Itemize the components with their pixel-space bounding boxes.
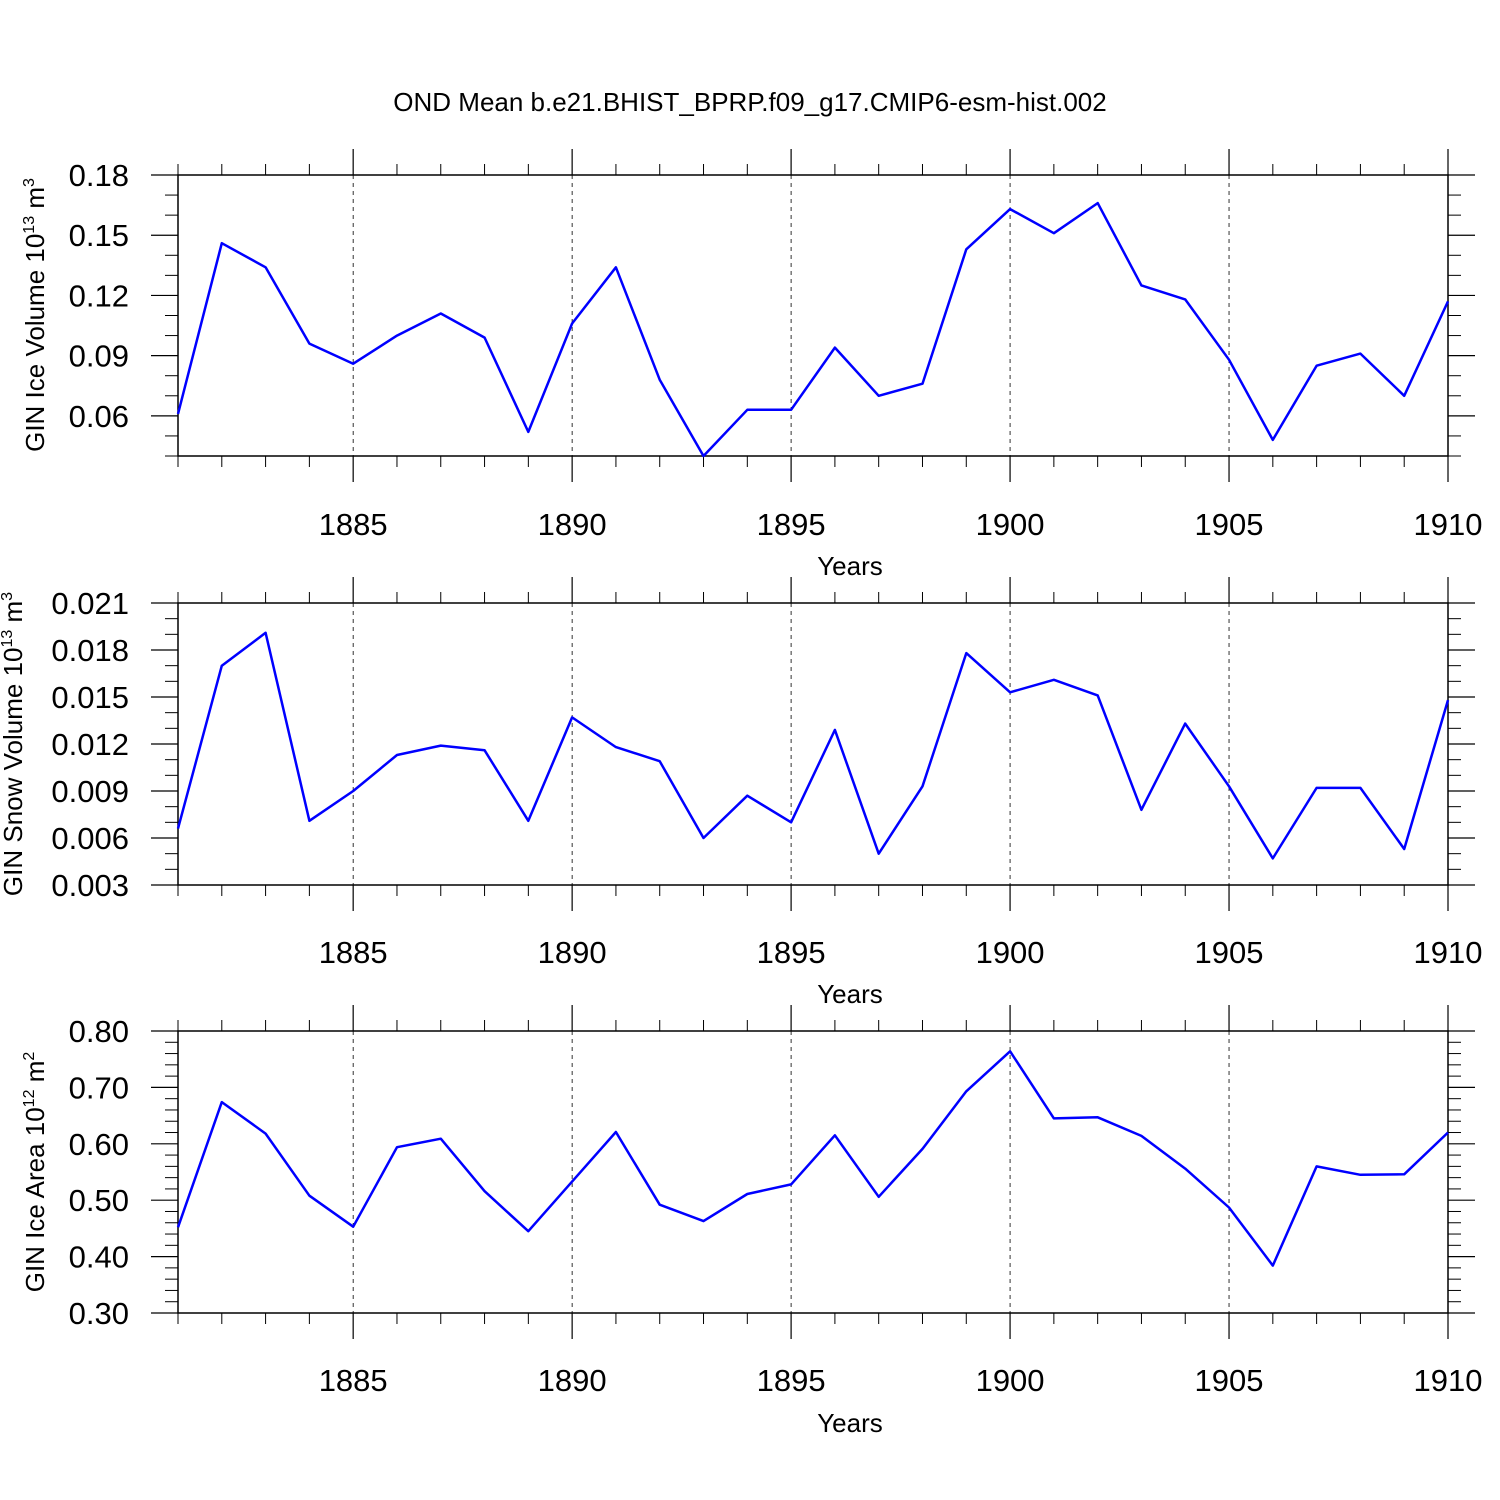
x-tick-label: 1890: [538, 1363, 607, 1398]
y-axis-title: GIN Ice Volume 1013 m3: [20, 178, 50, 452]
x-tick-label: 1895: [757, 507, 826, 542]
y-tick-label: 0.50: [69, 1183, 129, 1218]
x-tick-label: 1885: [319, 935, 388, 970]
y-tick-label: 0.60: [69, 1127, 129, 1162]
y-tick-label: 0.018: [51, 633, 129, 668]
series-line: [176, 201, 1450, 458]
y-tick-label: 0.15: [69, 218, 129, 253]
panels-container: 0.06 0.09 0.12 0.15 0.18 1885 1890 1895 1900 1905…: [0, 149, 1482, 1438]
x-tick-label: 1900: [976, 935, 1045, 970]
chart-panel-3: 0.30 0.40 0.50 0.60 0.70 0.80 1885 1890 1895 1900…: [20, 1005, 1482, 1438]
x-tick-label: 1905: [1195, 1363, 1264, 1398]
x-axis-title: Years: [817, 1408, 883, 1438]
y-tick-label: 0.003: [51, 868, 129, 903]
x-axis-title: Years: [817, 551, 883, 581]
x-axis-title: Years: [817, 979, 883, 1009]
y-tick-label: 0.70: [69, 1070, 129, 1105]
y-tick-label: 0.06: [69, 399, 129, 434]
plot-frame: [177, 174, 1449, 457]
y-axis-title: GIN Snow Volume 1013 m3: [0, 592, 28, 896]
y-tick-label: 0.012: [51, 727, 129, 762]
x-tick-label: 1910: [1414, 1363, 1483, 1398]
y-tick-label: 0.015: [51, 680, 129, 715]
x-tick-label: 1895: [757, 1363, 826, 1398]
y-tick-label: 0.09: [69, 339, 129, 374]
x-tick-label: 1900: [976, 1363, 1045, 1398]
chart-panel-2: 0.003 0.006 0.009 0.012 0.015 0.018 0.021 1885 1…: [0, 577, 1482, 1009]
series-line: [176, 631, 1450, 860]
y-axis-title: GIN Ice Area 1012 m2: [20, 1052, 50, 1293]
x-tick-label: 1905: [1195, 507, 1264, 542]
y-tick-label: 0.80: [69, 1014, 129, 1049]
x-tick-label: 1885: [319, 507, 388, 542]
x-tick-label: 1890: [538, 935, 607, 970]
y-tick-label: 0.30: [69, 1296, 129, 1331]
y-tick-label: 0.006: [51, 821, 129, 856]
x-tick-label: 1885: [319, 1363, 388, 1398]
chart-title: OND Mean b.e21.BHIST_BPRP.f09_g17.CMIP6-…: [393, 87, 1106, 117]
x-tick-label: 1900: [976, 507, 1045, 542]
x-tick-label: 1910: [1414, 935, 1483, 970]
y-tick-label: 0.40: [69, 1240, 129, 1275]
y-tick-label: 0.009: [51, 774, 129, 809]
y-tick-label: 0.18: [69, 158, 129, 193]
y-tick-label: 0.021: [51, 586, 129, 621]
x-tick-label: 1890: [538, 507, 607, 542]
chart-panel-1: 0.06 0.09 0.12 0.15 0.18 1885 1890 1895 1900 1905…: [20, 149, 1482, 581]
plot-frame: [177, 602, 1449, 886]
series-line: [176, 1050, 1449, 1267]
x-tick-label: 1910: [1414, 507, 1483, 542]
x-tick-label: 1895: [757, 935, 826, 970]
y-tick-label: 0.12: [69, 278, 129, 313]
x-tick-label: 1905: [1195, 935, 1264, 970]
plot-frame: [177, 1030, 1449, 1314]
